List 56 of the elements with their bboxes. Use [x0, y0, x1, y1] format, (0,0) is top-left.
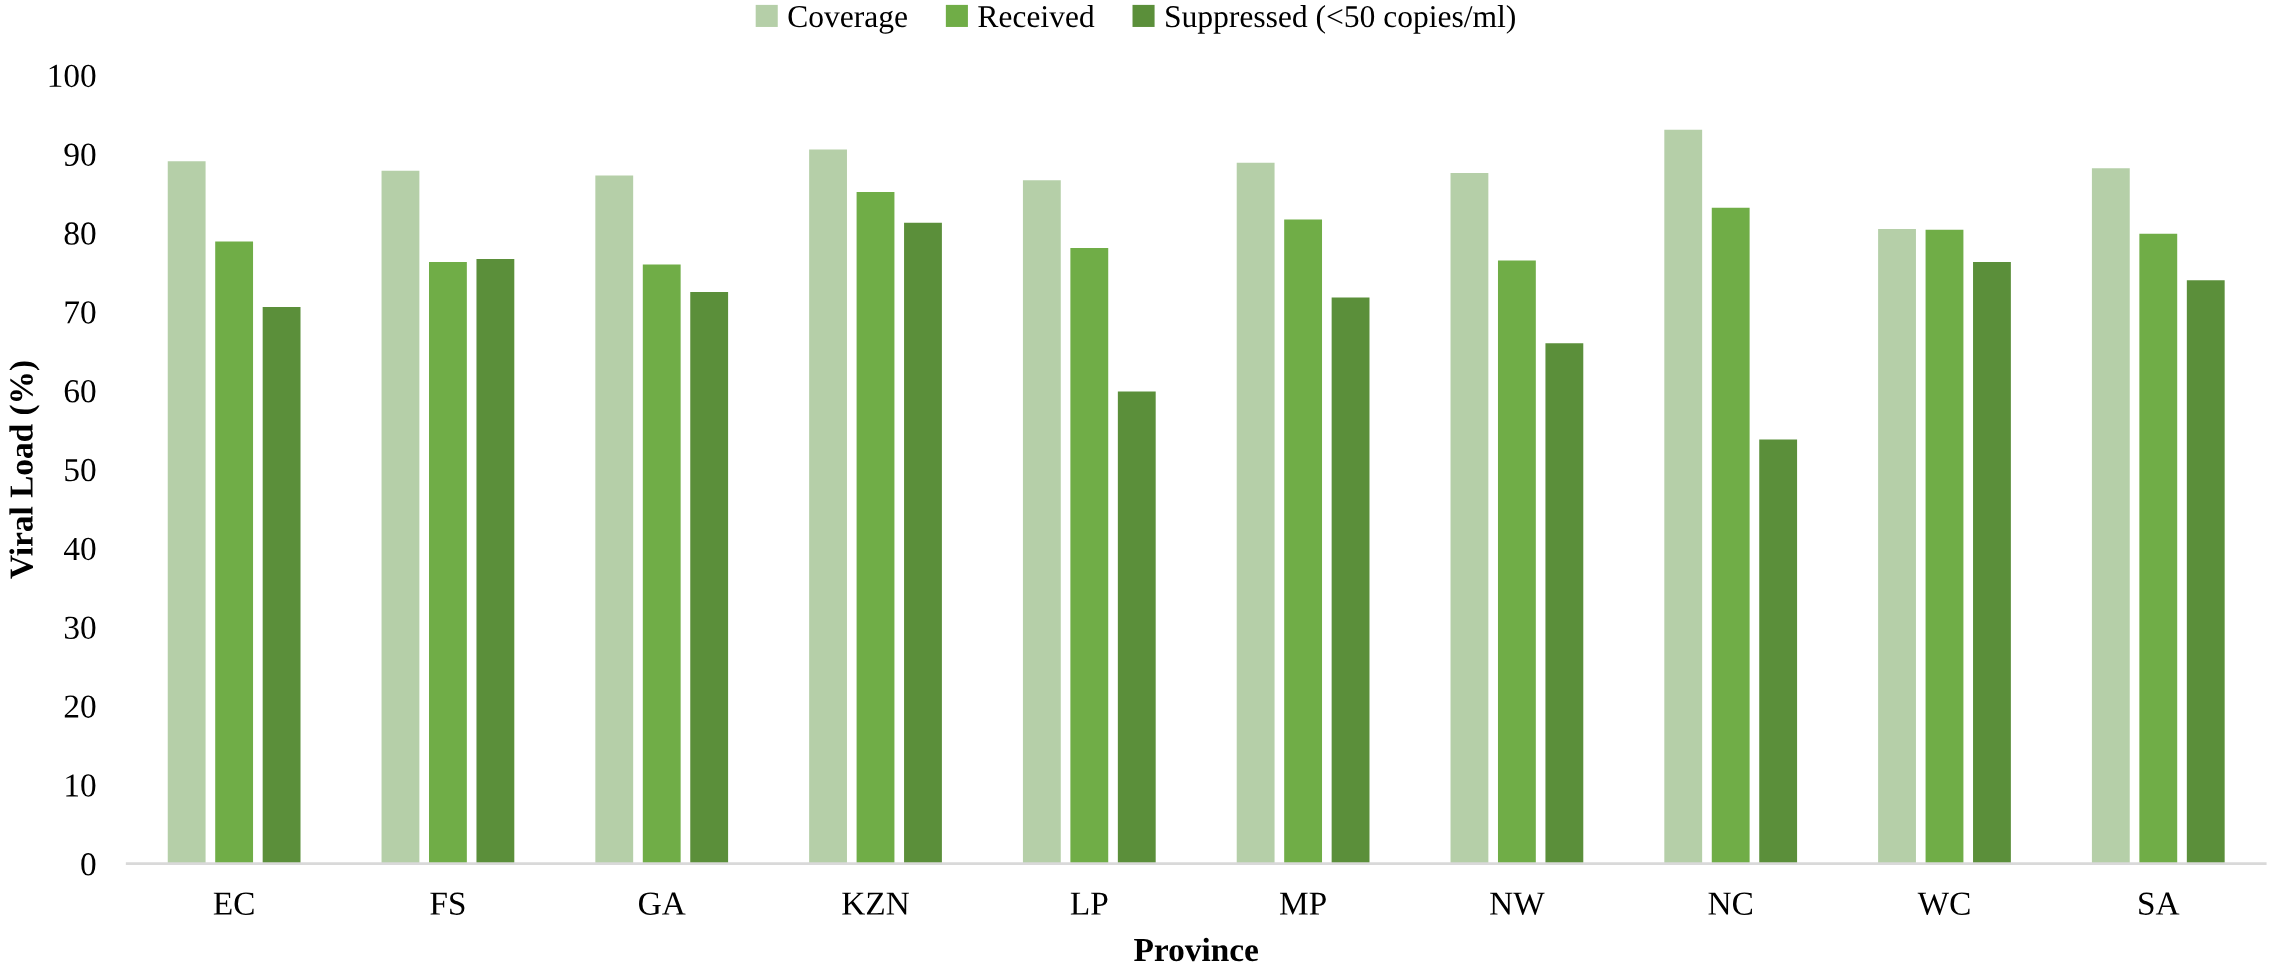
x-tick-label: KZN [842, 892, 909, 915]
bar [381, 170, 420, 864]
x-tick-label: LP [1070, 892, 1108, 915]
x-tick-label: FS [430, 892, 465, 915]
bar [167, 161, 206, 864]
bar [1497, 260, 1536, 864]
x-tick-label: WC [1917, 892, 1970, 916]
y-tick-label: 60 [64, 380, 96, 403]
bar [2091, 168, 2130, 864]
legend-label: Received [978, 5, 1095, 28]
x-tick-label: EC [213, 892, 254, 915]
bar [1759, 439, 1798, 864]
bar [1284, 219, 1323, 864]
bar [1878, 229, 1916, 864]
y-tick-label: 100 [49, 64, 96, 88]
x-tick-label: SA [2139, 892, 2180, 915]
bar [1545, 343, 1584, 864]
bar [1070, 247, 1109, 864]
bar [1236, 162, 1275, 864]
bar [2139, 233, 2178, 864]
bar [809, 149, 847, 864]
bar [595, 175, 634, 864]
legend-label: Suppressed (<50 copies/ml) [1166, 5, 1515, 34]
y-tick-label: 0 [81, 853, 96, 876]
bar [1664, 129, 1703, 864]
bar [1022, 180, 1061, 864]
y-axis-title: Viral Load (%) [9, 361, 40, 579]
y-tick-label: 30 [64, 616, 96, 640]
bar [215, 241, 254, 864]
y-tick-label: 40 [63, 537, 96, 561]
bar [1117, 391, 1156, 864]
y-tick-label: 80 [64, 222, 96, 245]
y-tick-label: 70 [65, 301, 96, 324]
bar [476, 258, 515, 864]
bar [642, 264, 681, 864]
bar [690, 292, 729, 864]
x-tick-label: NW [1490, 892, 1545, 916]
bar [1973, 262, 2011, 864]
y-tick-label: 10 [66, 774, 96, 797]
bar [856, 191, 895, 864]
bar [429, 262, 467, 864]
bar [1925, 229, 1964, 864]
bar [262, 307, 301, 864]
y-tick-label: 20 [64, 695, 96, 718]
bar [1331, 297, 1370, 864]
x-tick-label: GA [639, 892, 686, 915]
x-tick-label: MP [1279, 892, 1326, 915]
bar [1711, 207, 1750, 864]
bar [904, 222, 942, 864]
y-tick-label: 90 [64, 143, 96, 166]
legend-label: Coverage [788, 6, 907, 34]
x-axis-title: Province [1134, 937, 1258, 962]
y-tick-label: 50 [65, 458, 96, 482]
bar [2186, 280, 2225, 864]
x-tick-label: NC [1708, 892, 1753, 915]
bar [1450, 173, 1489, 864]
